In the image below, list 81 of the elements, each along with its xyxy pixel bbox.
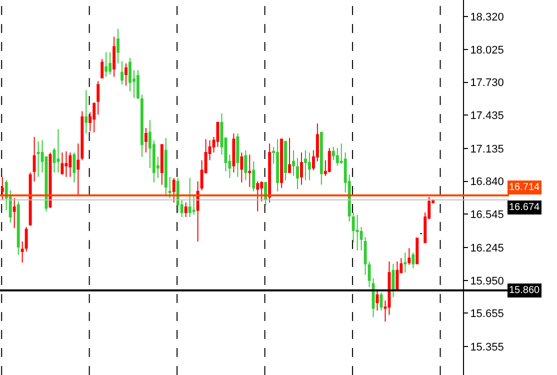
candlestick (396, 261, 399, 291)
candlestick (28, 172, 32, 226)
candlestick (96, 80, 100, 116)
candlestick (140, 94, 144, 158)
y-tick-label: 15.950 (470, 275, 504, 288)
candlestick (20, 240, 24, 264)
candlestick (328, 148, 331, 173)
ref-line-label: 16.674 (509, 202, 540, 213)
candlestick (60, 152, 64, 176)
ref-line-label: 16.714 (509, 182, 540, 193)
candlestick (196, 180, 200, 242)
candlestick (232, 133, 236, 173)
candlestick (12, 198, 16, 229)
candlestick (116, 28, 120, 64)
candlestick (296, 158, 299, 190)
candlestick (292, 150, 295, 176)
candlestick (108, 52, 112, 76)
candlestick (144, 127, 148, 153)
candlestick (120, 60, 124, 86)
candlestick (300, 152, 303, 186)
y-tick-label: 16.840 (470, 176, 504, 188)
candlestick (92, 102, 96, 133)
candlestick (268, 143, 272, 204)
candlestick (84, 90, 88, 134)
candlestick (404, 252, 407, 274)
candlestick (24, 226, 28, 252)
candlestick (320, 132, 323, 186)
candlestick (356, 214, 359, 251)
candlestick (256, 180, 260, 212)
candlestick (416, 238, 419, 264)
candlestick (136, 70, 140, 100)
candlestick (372, 278, 375, 318)
candlestick (56, 128, 60, 173)
candlestick (252, 160, 256, 192)
candlestick (36, 140, 40, 178)
candlestick (368, 261, 371, 288)
candlestick (72, 152, 76, 183)
candlestick (336, 148, 339, 166)
candlestick (364, 236, 367, 276)
y-tick-label: 17.135 (470, 143, 504, 156)
ref-line-label: 15.860 (509, 285, 540, 296)
candlestick (288, 137, 291, 173)
y-tick-label: 18.320 (470, 12, 504, 24)
y-tick-label: 18.025 (470, 44, 504, 56)
candlestick (276, 138, 280, 192)
candlestick (284, 140, 288, 181)
y-tick-label: 15.355 (470, 341, 504, 354)
candlestick (236, 133, 240, 178)
candlestick (68, 152, 72, 178)
candlestick (240, 152, 244, 183)
candlestick (168, 176, 172, 199)
candlestick (64, 150, 68, 178)
candlestick (32, 136, 36, 182)
y-tick-label: 16.545 (470, 209, 504, 222)
candlestick (380, 292, 383, 311)
candlestick (104, 52, 108, 78)
candlestick (112, 36, 116, 78)
candlestick (172, 178, 176, 204)
candlestick (280, 138, 284, 189)
y-tick-label: 17.435 (470, 110, 504, 122)
candlestick (376, 288, 379, 311)
candlestick (244, 150, 248, 181)
y-tick-label: 15.655 (470, 308, 504, 320)
y-tick-label: 17.730 (470, 77, 504, 90)
candlestick (80, 110, 84, 161)
candlestick (188, 178, 192, 218)
y-tick-label: 16.245 (470, 242, 504, 254)
candlestick (408, 248, 411, 266)
candlestick (304, 150, 307, 181)
candlestick (124, 62, 128, 86)
candlestick (0, 176, 4, 201)
candlestick (248, 154, 252, 188)
candlestick (164, 137, 168, 196)
candlestick (76, 143, 80, 196)
candlestick (100, 58, 104, 78)
candlestick (308, 152, 311, 181)
candlestick (392, 263, 395, 298)
candlestick (160, 144, 164, 186)
candlestick (16, 200, 20, 256)
candlestick (184, 202, 188, 218)
candlestick (412, 252, 415, 269)
